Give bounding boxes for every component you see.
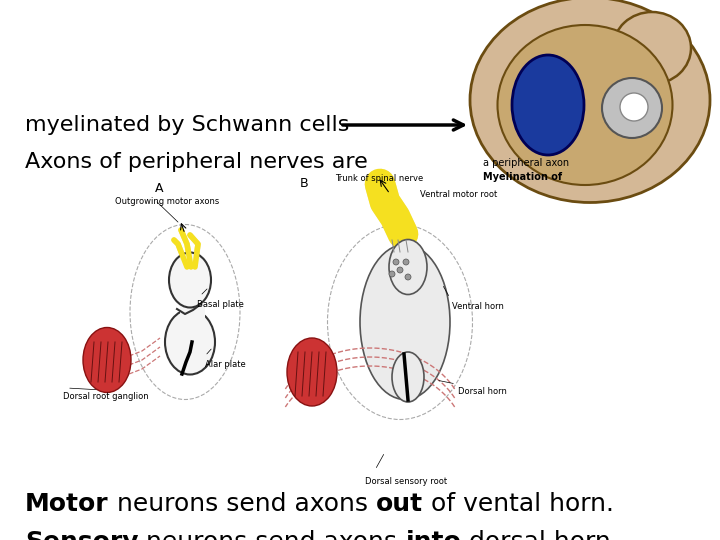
Text: Ventral motor root: Ventral motor root	[420, 190, 498, 199]
Ellipse shape	[287, 338, 337, 406]
Text: Ventral horn: Ventral horn	[452, 302, 504, 311]
Text: neurons send axons: neurons send axons	[138, 530, 405, 540]
Text: Basal plate: Basal plate	[197, 300, 244, 309]
Ellipse shape	[165, 309, 215, 375]
Text: Trunk of spinal nerve: Trunk of spinal nerve	[335, 174, 423, 183]
Ellipse shape	[470, 0, 710, 202]
Ellipse shape	[620, 93, 648, 121]
Ellipse shape	[512, 55, 584, 155]
Ellipse shape	[613, 12, 691, 84]
Text: Myelination of: Myelination of	[483, 172, 562, 182]
Polygon shape	[180, 304, 205, 320]
Text: neurons send axons: neurons send axons	[109, 492, 376, 516]
Ellipse shape	[602, 78, 662, 138]
Circle shape	[389, 271, 395, 277]
Text: Dorsal horn: Dorsal horn	[458, 387, 507, 396]
Text: Sensory: Sensory	[25, 530, 138, 540]
Ellipse shape	[389, 240, 427, 294]
Text: Dorsal root ganglion: Dorsal root ganglion	[63, 392, 148, 401]
Text: Motor: Motor	[25, 492, 109, 516]
Circle shape	[397, 267, 403, 273]
Text: myelinated by Schwann cells: myelinated by Schwann cells	[25, 115, 349, 135]
Text: into: into	[405, 530, 462, 540]
Text: B: B	[300, 177, 309, 190]
Text: Outgrowing motor axons: Outgrowing motor axons	[115, 197, 220, 206]
Text: Dorsal sensory root: Dorsal sensory root	[365, 477, 447, 486]
Circle shape	[393, 259, 399, 265]
Ellipse shape	[498, 25, 672, 185]
Ellipse shape	[83, 327, 131, 393]
Text: a peripheral axon: a peripheral axon	[483, 158, 569, 168]
Text: out: out	[376, 492, 423, 516]
Text: of vental horn.: of vental horn.	[423, 492, 613, 516]
Text: A: A	[155, 182, 163, 195]
Ellipse shape	[169, 253, 211, 307]
Circle shape	[403, 259, 409, 265]
Text: dorsal horn.: dorsal horn.	[462, 530, 619, 540]
Ellipse shape	[360, 245, 450, 400]
Ellipse shape	[392, 352, 424, 402]
Circle shape	[405, 274, 411, 280]
Text: Axons of peripheral nerves are: Axons of peripheral nerves are	[25, 152, 368, 172]
Text: Alar plate: Alar plate	[205, 360, 246, 369]
